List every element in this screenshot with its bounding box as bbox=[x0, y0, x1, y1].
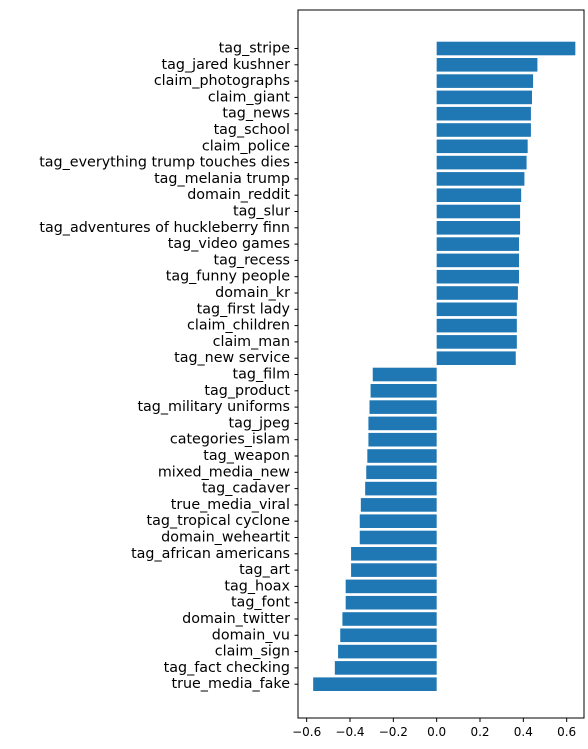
category-label: tag_first lady bbox=[197, 301, 291, 317]
category-label: tag_font bbox=[231, 595, 290, 611]
category-label: domain_kr bbox=[215, 285, 290, 301]
category-label: claim_police bbox=[202, 138, 290, 154]
bar bbox=[436, 123, 531, 137]
bar bbox=[436, 106, 531, 121]
x-tick-label: 0.2 bbox=[470, 725, 489, 739]
x-tick-label: −0.6 bbox=[292, 725, 321, 739]
bar bbox=[436, 172, 525, 186]
category-label: tag_african americans bbox=[131, 546, 290, 562]
bar bbox=[351, 547, 437, 561]
category-label: claim_photographs bbox=[154, 73, 290, 89]
category-label: domain_reddit bbox=[187, 187, 290, 203]
x-tick-label: −0.4 bbox=[335, 725, 364, 739]
x-tick-label: −0.2 bbox=[379, 725, 408, 739]
bar bbox=[359, 514, 437, 528]
category-label: domain_weheartit bbox=[161, 530, 290, 546]
category-label: mixed_media_new bbox=[158, 464, 290, 480]
bar bbox=[360, 498, 437, 512]
bar bbox=[338, 644, 437, 659]
bar bbox=[436, 237, 519, 251]
category-label: tag_everything trump touches dies bbox=[39, 155, 290, 171]
category-label: tag_stripe bbox=[219, 41, 291, 57]
bar bbox=[436, 318, 517, 333]
plot-frame bbox=[297, 9, 585, 719]
category-label: true_media_viral bbox=[171, 497, 290, 513]
category-label: tag_film bbox=[233, 367, 291, 383]
category-label: tag_product bbox=[204, 383, 290, 399]
bar bbox=[345, 595, 437, 610]
bar bbox=[313, 677, 437, 691]
category-label: claim_children bbox=[187, 318, 290, 334]
category-label: tag_jared kushner bbox=[162, 57, 291, 73]
x-tick-label: 0.6 bbox=[557, 725, 576, 739]
category-label: domain_twitter bbox=[182, 611, 290, 627]
x-tick-label: 0.4 bbox=[514, 725, 533, 739]
category-label: tag_funny people bbox=[166, 269, 290, 285]
bar bbox=[368, 432, 437, 447]
bar bbox=[436, 302, 517, 317]
category-label: categories_islam bbox=[170, 432, 290, 448]
bar bbox=[436, 139, 528, 154]
category-label: claim_man bbox=[213, 334, 290, 350]
bar bbox=[345, 579, 437, 594]
bar bbox=[370, 384, 437, 398]
bar bbox=[351, 563, 437, 577]
category-label: claim_giant bbox=[208, 89, 291, 105]
bar bbox=[436, 74, 534, 88]
category-label: tag_weapon bbox=[203, 448, 290, 464]
bar bbox=[436, 335, 517, 349]
bar bbox=[340, 628, 437, 643]
bar bbox=[366, 465, 437, 480]
bar bbox=[436, 351, 516, 365]
category-label: tag_school bbox=[214, 122, 290, 138]
bar bbox=[436, 269, 519, 284]
category-label: claim_sign bbox=[215, 644, 290, 660]
bar bbox=[436, 155, 527, 170]
category-label: tag_hoax bbox=[224, 578, 290, 594]
bar bbox=[359, 530, 437, 545]
bar bbox=[365, 481, 437, 496]
category-label: tag_tropical cyclone bbox=[147, 513, 291, 529]
bar bbox=[436, 286, 518, 300]
bar bbox=[334, 661, 437, 675]
category-label: tag_adventures of huckleberry finn bbox=[39, 220, 290, 236]
category-label: tag_jpeg bbox=[228, 415, 290, 431]
bar bbox=[436, 188, 522, 202]
category-label: tag_military uniforms bbox=[137, 399, 290, 415]
bar bbox=[436, 58, 538, 72]
bar bbox=[436, 90, 532, 105]
category-label: tag_art bbox=[239, 562, 290, 578]
category-label: tag_new service bbox=[174, 350, 290, 366]
category-label: tag_melania trump bbox=[154, 171, 290, 187]
category-label: domain_vu bbox=[212, 627, 290, 643]
bars-group bbox=[313, 41, 576, 691]
bar bbox=[436, 221, 521, 235]
bar bbox=[368, 416, 437, 431]
bar bbox=[436, 253, 519, 268]
category-label: tag_slur bbox=[233, 204, 290, 220]
bar bbox=[369, 400, 437, 414]
bar bbox=[367, 449, 437, 463]
category-label: tag_fact checking bbox=[164, 660, 290, 676]
bar bbox=[372, 367, 437, 382]
category-label: tag_recess bbox=[213, 252, 290, 268]
category-label: tag_video games bbox=[168, 236, 290, 252]
category-label: tag_cadaver bbox=[202, 481, 290, 497]
category-label: true_media_fake bbox=[171, 676, 290, 692]
bar bbox=[436, 41, 576, 56]
category-label: tag_news bbox=[222, 106, 290, 122]
bar bbox=[436, 204, 521, 219]
x-tick-label: 0.0 bbox=[427, 725, 446, 739]
bar bbox=[342, 612, 437, 626]
x-axis: −0.6 −0.4 −0.2 0.0 0.2 0.4 0.6 bbox=[292, 718, 576, 739]
